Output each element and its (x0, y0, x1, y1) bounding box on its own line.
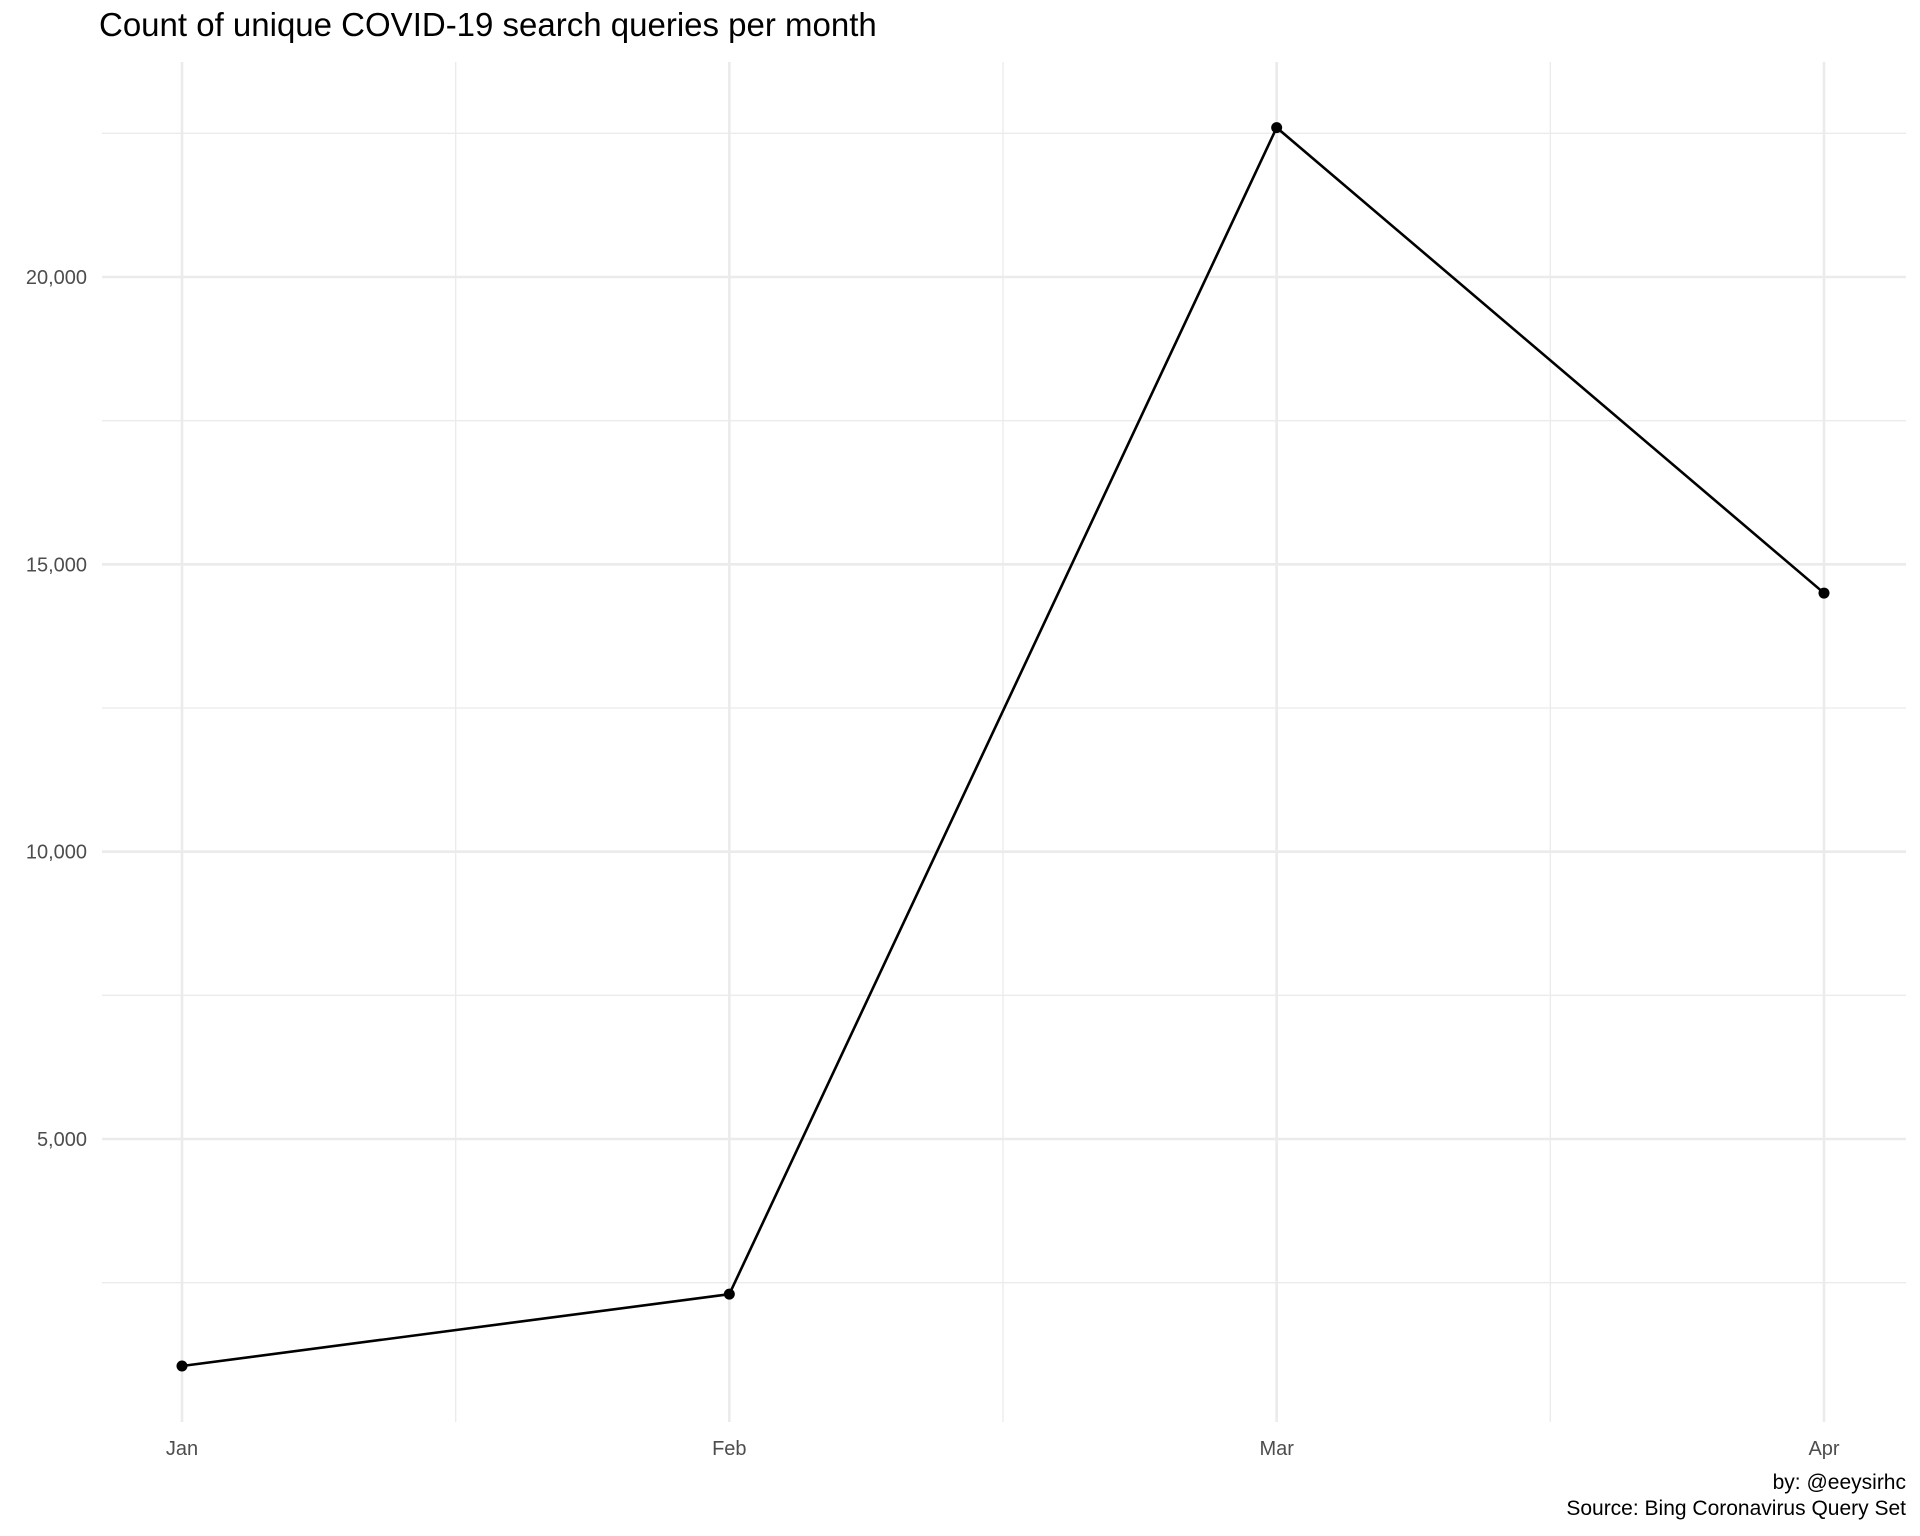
x-tick-label: Apr (1808, 1438, 1839, 1460)
x-tick-label: Mar (1259, 1438, 1294, 1460)
y-tick-label: 15,000 (26, 554, 87, 576)
major-gridlines (102, 62, 1906, 1422)
chart-title: Count of unique COVID-19 search queries … (99, 6, 877, 43)
minor-gridlines (102, 62, 1906, 1422)
x-axis-tick-labels: Jan Feb Mar Apr (166, 1438, 1840, 1460)
data-points (176, 122, 1830, 1372)
data-point-mar (1271, 122, 1283, 134)
data-point-feb (723, 1288, 735, 1300)
x-tick-label: Jan (166, 1438, 198, 1460)
y-tick-label: 20,000 (26, 267, 87, 289)
x-tick-label: Feb (712, 1438, 746, 1460)
data-series (181, 126, 1825, 1368)
data-point-jan (176, 1360, 188, 1372)
series-line (181, 126, 1825, 1368)
y-tick-label: 10,000 (26, 842, 87, 864)
y-tick-label: 5,000 (37, 1129, 87, 1151)
data-point-apr (1818, 587, 1830, 599)
y-axis-tick-labels: 5,000 10,000 15,000 20,000 (26, 267, 87, 1151)
caption-source: Source: Bing Coronavirus Query Set (1566, 1497, 1906, 1520)
caption-author: by: @eeysirhc (1772, 1471, 1906, 1494)
